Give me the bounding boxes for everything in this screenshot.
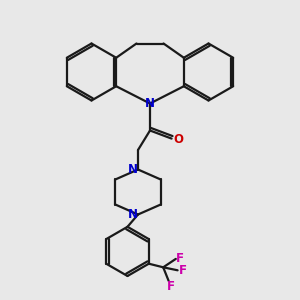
Text: O: O — [173, 133, 183, 146]
Text: F: F — [167, 280, 174, 293]
Text: N: N — [128, 163, 138, 176]
Text: F: F — [179, 264, 187, 277]
Text: N: N — [145, 97, 155, 110]
Text: N: N — [128, 208, 138, 221]
Text: F: F — [176, 251, 184, 265]
